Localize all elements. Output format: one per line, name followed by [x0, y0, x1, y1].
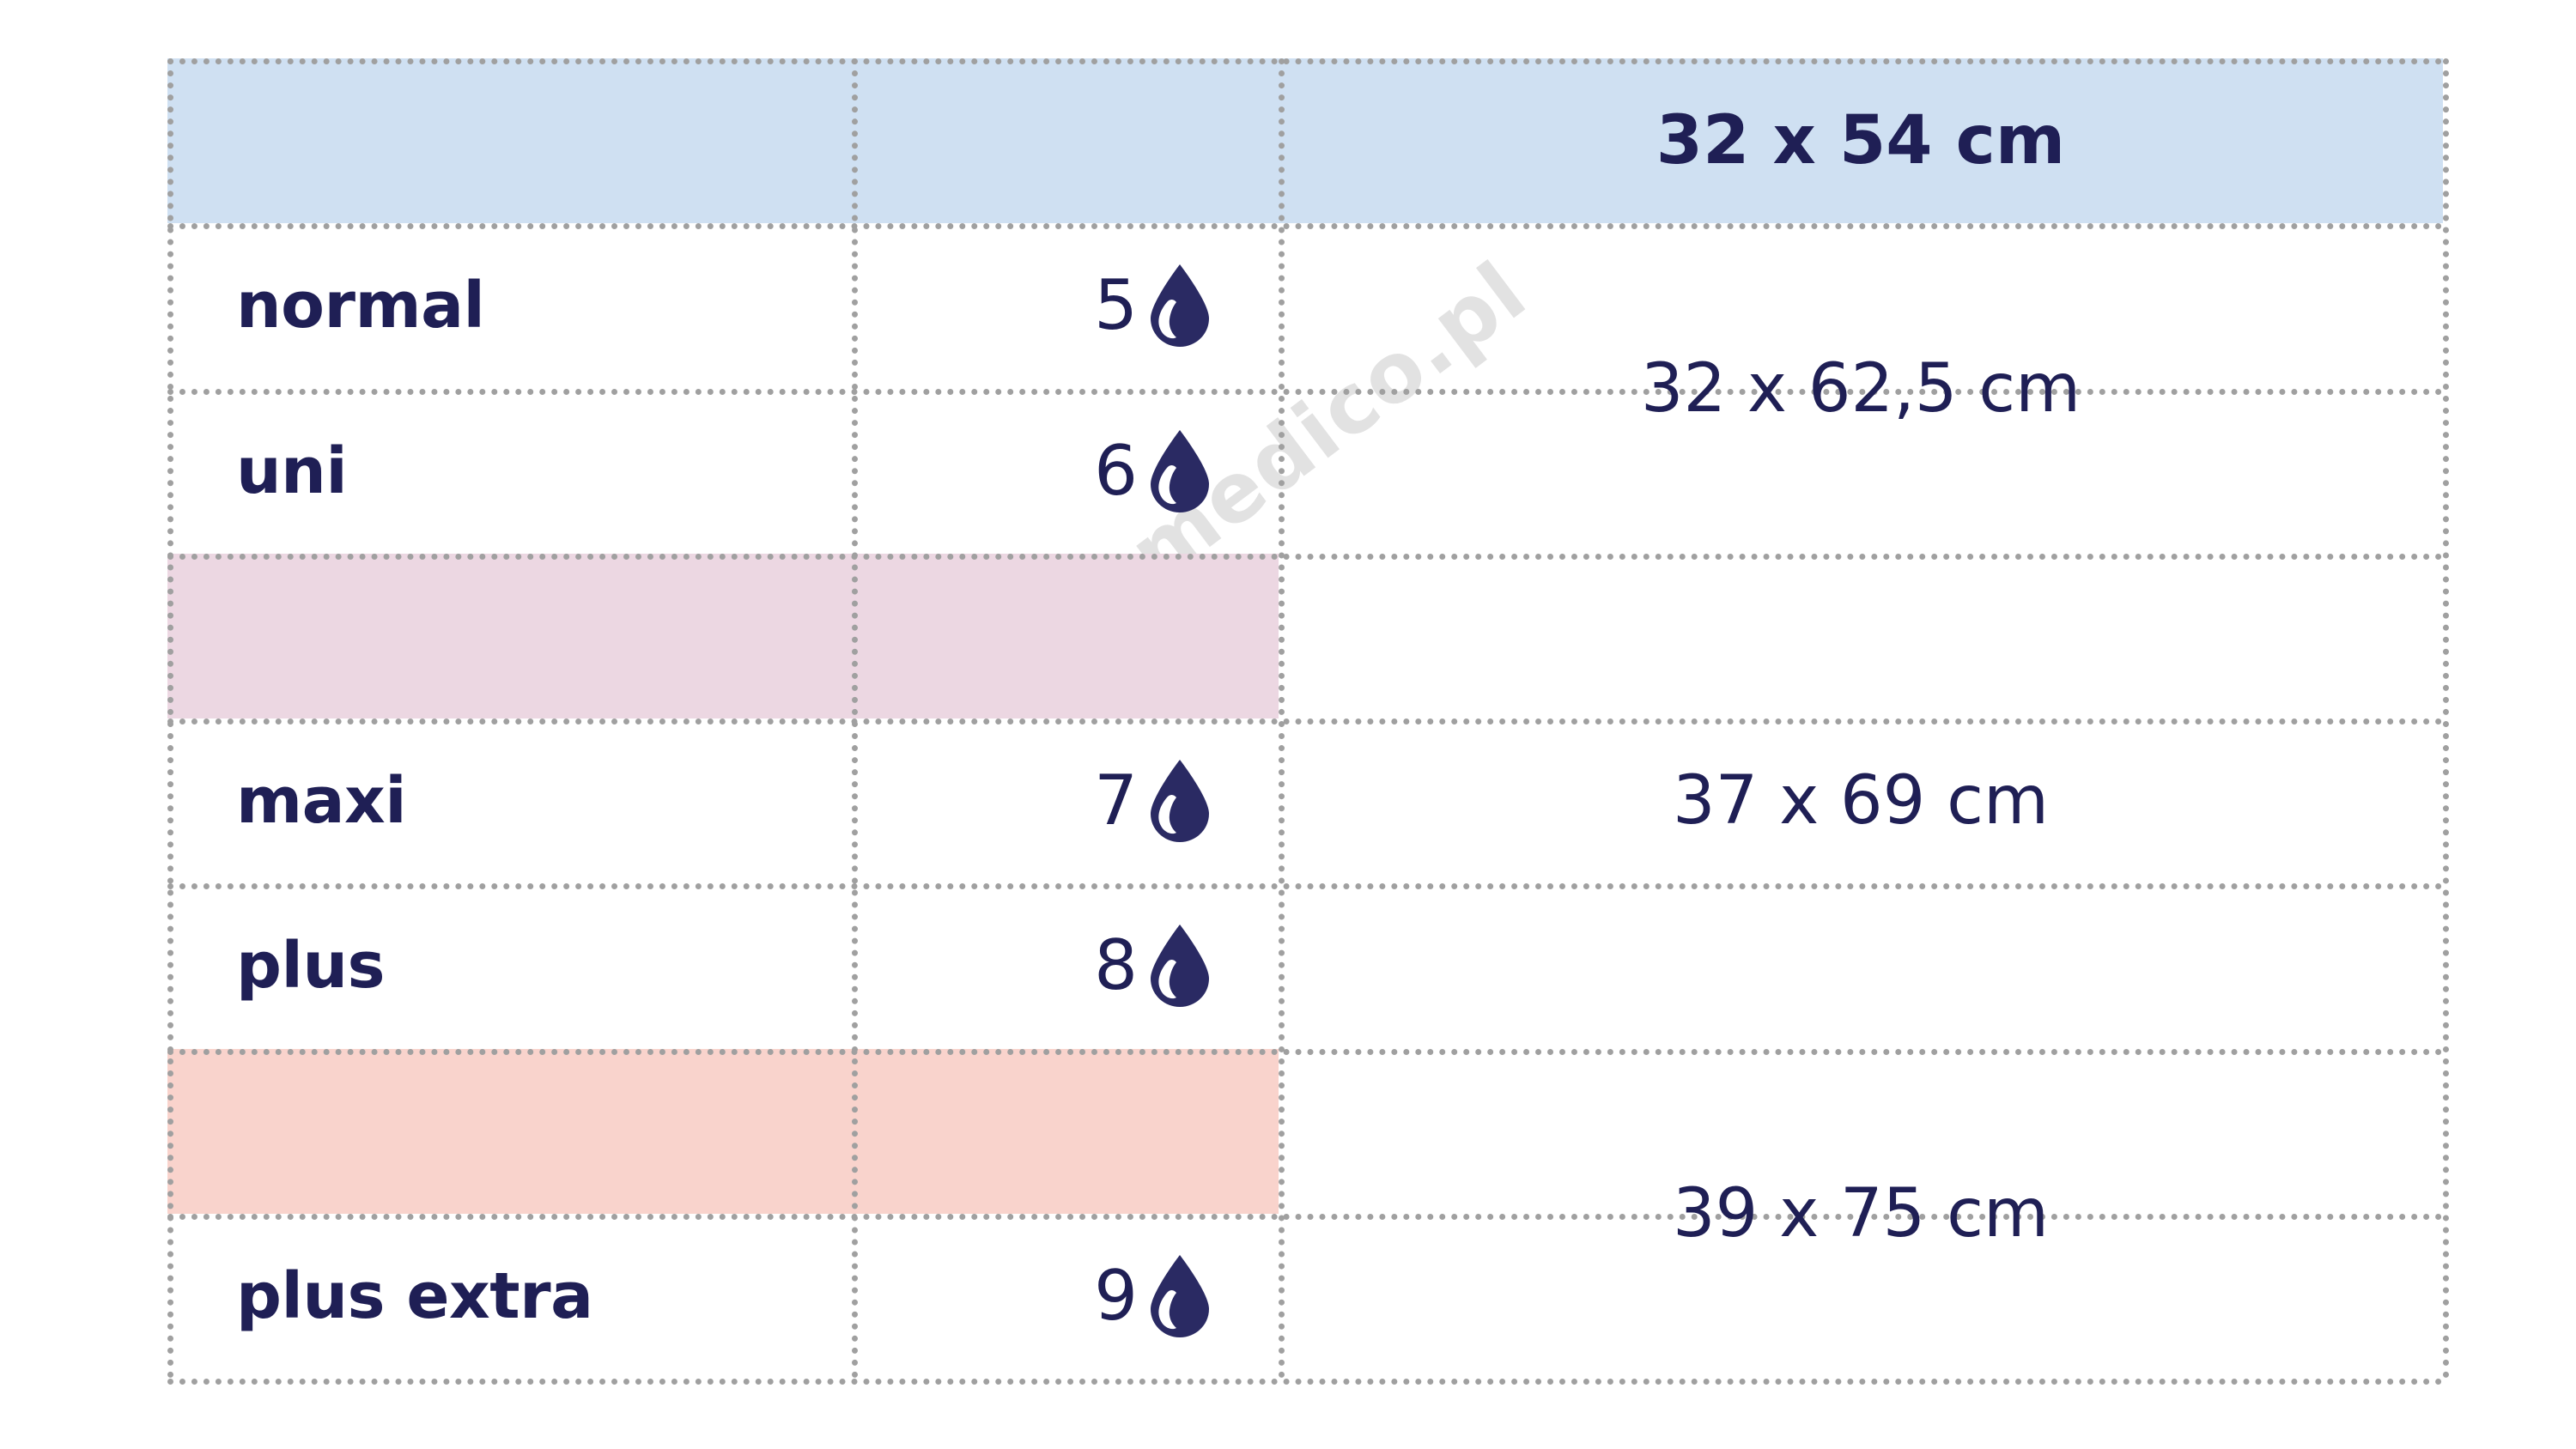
absorbency-value: 8 — [1094, 925, 1138, 1006]
product-name-label: plus extra — [236, 1258, 593, 1333]
product-name-label: plus — [236, 929, 386, 1003]
table-row: plus 8 — [167, 883, 2443, 1048]
absorbency-cell: 8 — [852, 883, 1279, 1048]
water-drop-icon — [1151, 925, 1209, 1008]
table-row: maxi 7 — [167, 718, 2443, 883]
table-row: plus extra 9 — [167, 1214, 2443, 1379]
column-divider — [1279, 58, 1285, 1379]
product-name-label: maxi — [236, 764, 407, 839]
size-label: 32 x 62,5 cm — [1640, 349, 2081, 427]
absorbency-cell: 6 — [852, 389, 1279, 554]
product-name-cell: maxi — [167, 718, 852, 883]
table-left-border — [167, 58, 173, 1379]
table-row: normal 5 — [167, 223, 2443, 388]
absorbency-value: 5 — [1094, 265, 1138, 346]
table-right-border — [2443, 58, 2449, 1379]
absorbency-value: 9 — [1094, 1255, 1138, 1336]
size-label: 37 x 69 cm — [1673, 762, 2049, 840]
row-divider — [167, 388, 2443, 395]
row-divider — [167, 553, 2443, 560]
row-divider — [167, 223, 2443, 230]
size-cell: 39 x 75 cm — [1279, 1049, 2443, 1379]
product-name-label: normal — [236, 269, 485, 343]
water-drop-icon — [1151, 1254, 1209, 1337]
row-divider — [167, 883, 2443, 890]
water-drop-icon — [1151, 429, 1209, 512]
size-cell: 32 x 54 cm — [1279, 58, 2443, 223]
water-drop-icon — [1151, 264, 1209, 348]
row-divider — [167, 58, 2443, 64]
size-label: 39 x 75 cm — [1673, 1174, 2049, 1252]
row-divider — [167, 1048, 2443, 1055]
column-divider — [852, 58, 858, 1379]
row-highlight-salmon — [167, 1048, 1279, 1214]
product-name-cell: plus — [167, 883, 852, 1048]
row-divider — [167, 718, 2443, 724]
product-name-label: uni — [236, 433, 348, 508]
row-highlight-lilac — [167, 553, 1279, 718]
absorbency-cell: 7 — [852, 718, 1279, 883]
absorbency-size-table: 32 x 54 cm 32 x 62,5 cm 37 x 69 cm 39 x 75 … — [167, 58, 2449, 1385]
water-drop-icon — [1151, 760, 1209, 843]
size-cell: 32 x 62,5 cm — [1279, 223, 2443, 554]
absorbency-cell: 5 — [852, 223, 1279, 388]
size-label: 32 x 54 cm — [1656, 102, 2066, 180]
row-highlight-blue-size — [1279, 58, 2443, 224]
absorbency-value: 6 — [1094, 430, 1138, 511]
row-highlight-blue — [167, 58, 1279, 224]
product-name-cell: plus extra — [167, 1214, 852, 1379]
absorbency-cell: 9 — [852, 1214, 1279, 1379]
product-name-cell: normal — [167, 223, 852, 388]
table-row: uni 6 — [167, 389, 2443, 554]
row-divider — [167, 1213, 2443, 1220]
absorbency-value: 7 — [1094, 761, 1138, 841]
size-cell: 37 x 69 cm — [1279, 554, 2443, 1049]
product-name-cell: uni — [167, 389, 852, 554]
row-divider — [167, 1379, 2443, 1385]
